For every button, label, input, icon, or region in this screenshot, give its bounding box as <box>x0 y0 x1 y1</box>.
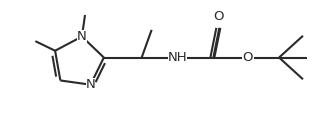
Text: NH: NH <box>168 51 187 64</box>
Text: O: O <box>213 10 224 23</box>
Text: O: O <box>242 51 252 64</box>
Text: N: N <box>77 30 87 43</box>
Text: N: N <box>86 78 95 91</box>
